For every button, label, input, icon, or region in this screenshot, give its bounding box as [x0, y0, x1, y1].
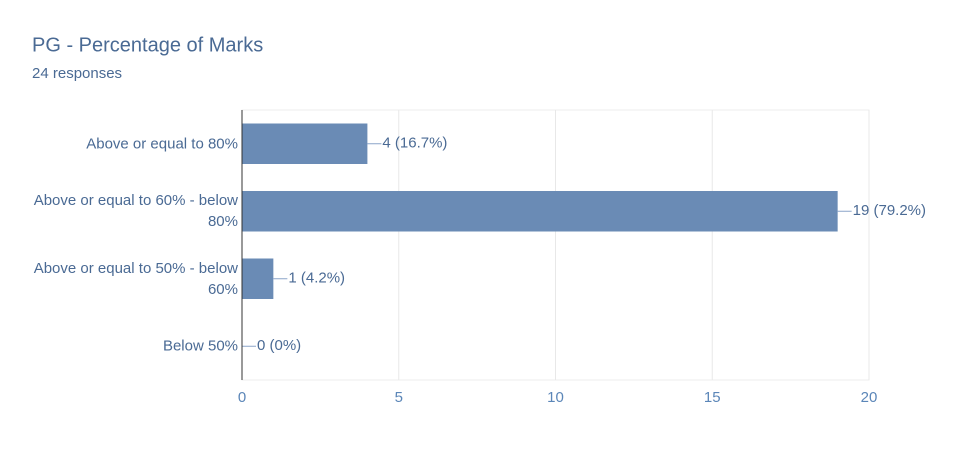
x-tick-label: 10 — [547, 389, 564, 406]
category-label: Above or equal to 60% - below 80% — [33, 192, 238, 231]
bar — [242, 123, 368, 164]
chart-subtitle: 24 responses — [32, 65, 122, 82]
value-label: 1 (4.2%) — [288, 270, 345, 287]
value-label: 4 (16.7%) — [382, 135, 447, 152]
bar — [242, 258, 274, 299]
chart-title: PG - Percentage of Marks — [32, 34, 263, 56]
bar — [242, 191, 838, 232]
value-label: 19 (79.2%) — [853, 202, 926, 219]
category-label: Above or equal to 80% — [86, 135, 238, 153]
value-label: 0 (0%) — [257, 337, 301, 354]
category-label: Below 50% — [162, 337, 238, 355]
x-tick-label: 20 — [861, 389, 878, 406]
x-tick-label: 5 — [395, 389, 403, 406]
x-tick-label: 0 — [238, 389, 246, 406]
x-tick-label: 15 — [704, 389, 721, 406]
category-label: Above or equal to 50% - below 60% — [33, 259, 238, 298]
